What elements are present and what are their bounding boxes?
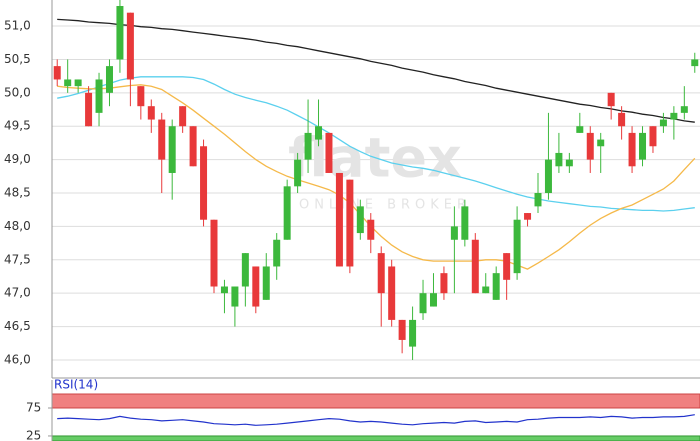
candle-body	[294, 159, 302, 187]
candle-body	[116, 6, 124, 60]
candle-body	[315, 126, 323, 140]
y-tick-label: 47,0	[4, 286, 31, 300]
candle-body	[618, 112, 626, 127]
candle-body	[659, 119, 667, 127]
candle-body	[691, 59, 699, 67]
candle-body	[409, 319, 417, 347]
candle-body	[231, 286, 239, 307]
y-tick-label: 49,0	[4, 152, 31, 166]
moving-average	[57, 84, 696, 270]
candle-body	[335, 172, 343, 267]
candle-body	[377, 253, 385, 294]
y-tick-label: 50,0	[4, 85, 31, 99]
candle-body	[241, 253, 249, 287]
candle-body	[189, 126, 197, 167]
candle-body	[398, 319, 406, 340]
candle-body	[680, 106, 688, 113]
moving-average	[57, 76, 695, 212]
candle-body	[388, 266, 396, 320]
y-tick-label: 48,0	[4, 219, 31, 233]
candle-body	[346, 179, 354, 267]
y-tick-label: 25	[26, 428, 41, 441]
y-tick-label: 75	[26, 400, 41, 414]
candle-body	[440, 273, 448, 294]
candle-body	[262, 266, 270, 300]
candle-body	[273, 239, 281, 267]
candle-body	[576, 126, 584, 133]
candle-body	[492, 273, 500, 300]
y-tick-label: 50,5	[4, 52, 31, 66]
candle-body	[524, 213, 532, 220]
candle-body	[210, 219, 218, 287]
candle-body	[158, 119, 166, 160]
overbought-zone	[51, 393, 700, 409]
candle-body	[105, 66, 113, 93]
candle-body	[304, 132, 312, 160]
candle-body	[450, 226, 458, 240]
y-tick-label: 46,0	[4, 352, 31, 366]
candle-body	[74, 79, 82, 87]
watermark-tagline: ONLINE BROKER	[299, 198, 471, 213]
candle-body	[544, 159, 552, 194]
candle-body	[565, 159, 573, 167]
candle-body	[534, 193, 542, 207]
candle-body	[147, 106, 155, 120]
candle-body	[471, 239, 479, 294]
candle-body	[200, 146, 208, 220]
candle-body	[586, 132, 594, 160]
candle-body	[597, 139, 605, 147]
candle-body	[64, 79, 72, 87]
candle-body	[53, 66, 61, 80]
candle-body	[503, 253, 511, 280]
y-tick-label: 49,5	[4, 119, 31, 133]
y-tick-label: 47,5	[4, 252, 31, 266]
candle-body	[179, 106, 187, 127]
candle-body	[137, 86, 145, 107]
candle-body	[482, 286, 490, 294]
candle-body	[429, 293, 437, 307]
candle-body	[513, 219, 521, 274]
candle-body	[220, 286, 228, 294]
candle-body	[325, 132, 333, 173]
candle-body	[555, 152, 563, 167]
moving-average	[57, 18, 695, 123]
rsi-title: RSI(14)	[54, 378, 98, 392]
candle-body	[126, 12, 134, 80]
candle-body	[607, 92, 615, 107]
candle-body	[419, 293, 427, 314]
y-tick-label: 48,5	[4, 186, 31, 200]
candle-body	[639, 132, 647, 160]
candle-body	[252, 266, 260, 307]
candle-body	[649, 126, 657, 147]
candle-body	[670, 112, 678, 120]
candle-body	[461, 206, 469, 240]
candle-body	[168, 126, 176, 173]
y-tick-label: 46,5	[4, 319, 31, 333]
y-tick-label: 51,0	[4, 19, 31, 33]
candle-body	[367, 219, 375, 240]
candle-body	[283, 186, 291, 240]
oversold-zone	[51, 435, 700, 441]
candle-body	[95, 79, 103, 113]
candle-body	[85, 92, 93, 127]
candle-body	[356, 206, 364, 234]
candle-body	[628, 132, 636, 167]
rsi-line	[57, 414, 695, 426]
